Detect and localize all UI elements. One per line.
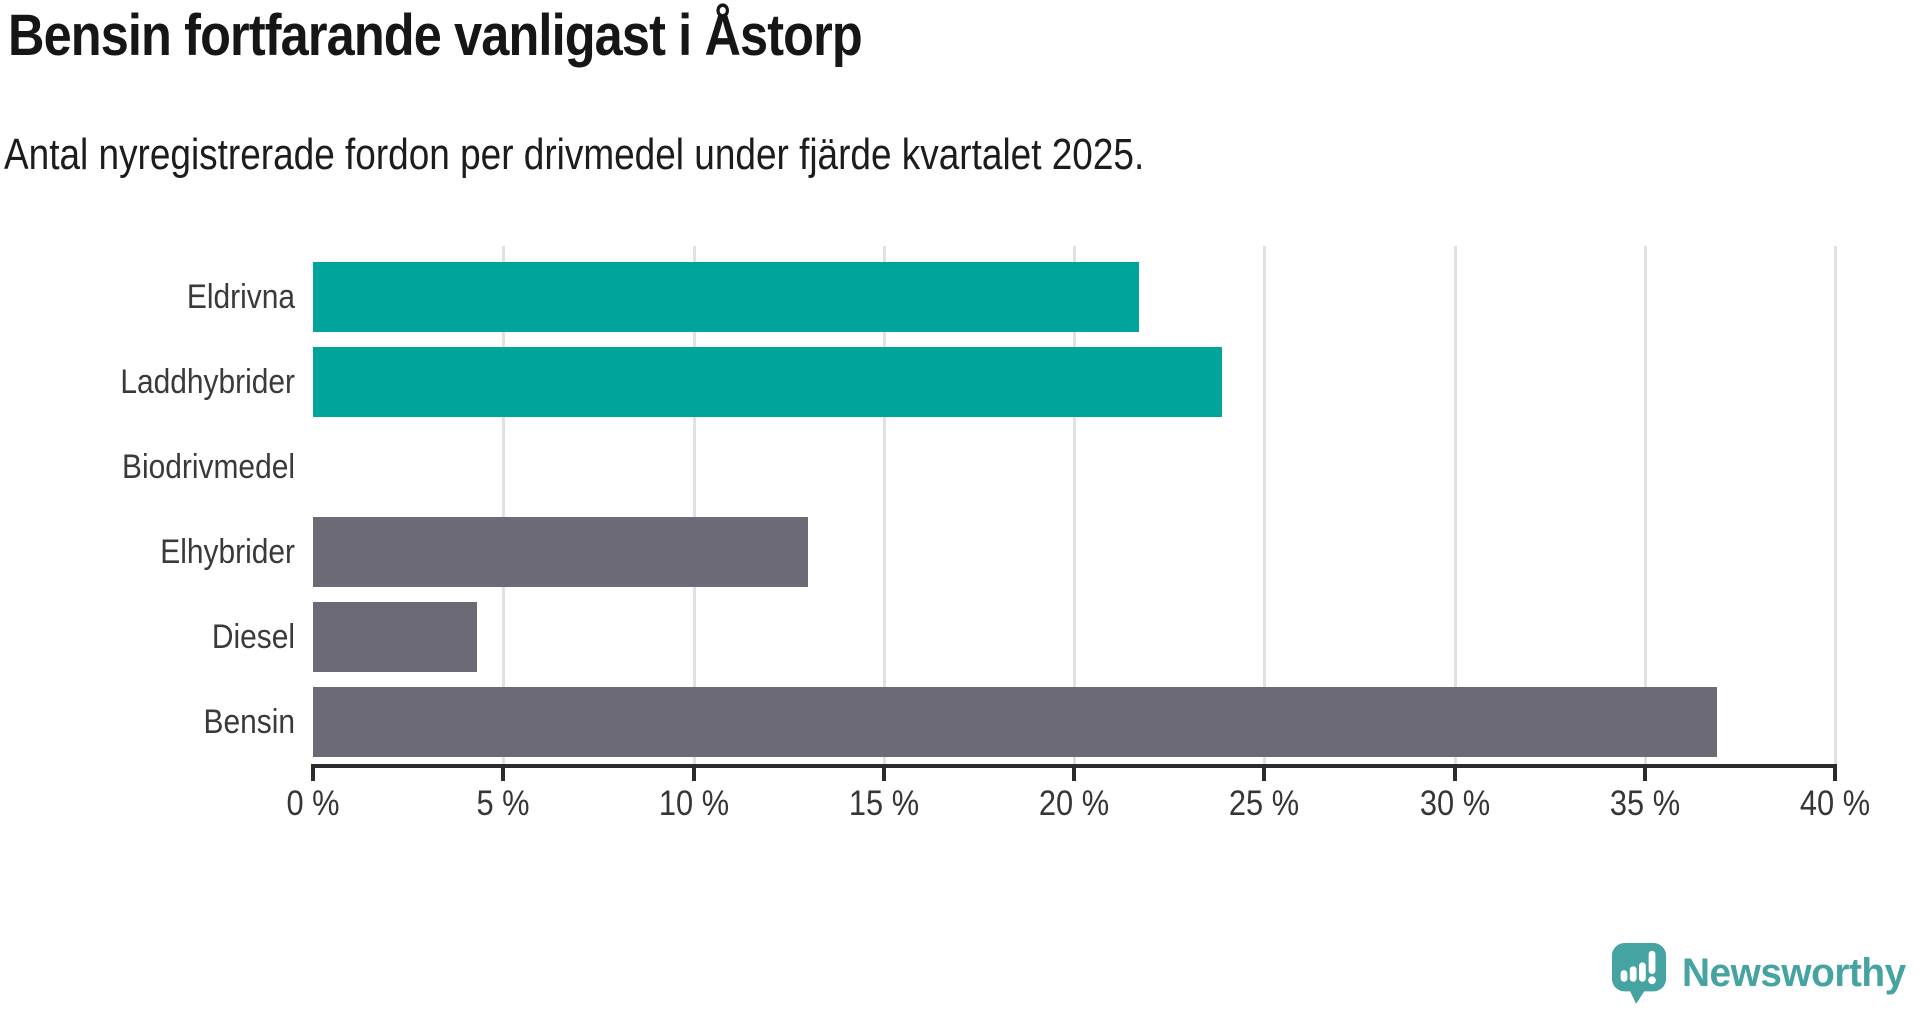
x-axis-tick-15 (881, 764, 886, 781)
gridline-20 (1073, 246, 1076, 764)
category-label-elhybrider: Elhybrider (160, 532, 295, 571)
x-axis-tick-40 (1833, 764, 1837, 781)
x-axis-tick-label-0: 0 % (286, 784, 340, 823)
x-axis-tick-label-5: 5 % (476, 784, 530, 823)
logo-bar-chart-icon (1620, 962, 1646, 982)
bar-bensin (313, 687, 1718, 757)
x-axis-tick-label-40: 40 % (1799, 784, 1871, 823)
x-axis-tick-0 (311, 764, 315, 781)
gridline-15 (882, 246, 886, 764)
newsworthy-logo-icon (1611, 943, 1667, 1004)
x-axis-tick-label-30: 30 % (1419, 784, 1490, 823)
logo-speech-bubble-tail (1628, 987, 1647, 1004)
gridline-35 (1643, 246, 1647, 764)
x-axis-tick-20 (1072, 764, 1076, 781)
x-axis-tick-label-25: 25 % (1229, 784, 1300, 823)
category-label-eldrivna: Eldrivna (186, 277, 295, 316)
category-label-bensin: Bensin (203, 702, 295, 741)
newsworthy-wordmark: Newsworthy (1682, 950, 1906, 995)
x-axis-tick-10 (691, 764, 696, 781)
category-label-diesel: Diesel (211, 617, 295, 656)
x-axis-tick-label-35: 35 % (1609, 784, 1680, 823)
category-label-column: Eldrivna Laddhybrider Biodrivmedel Elhybrid… (0, 246, 295, 764)
gridline-40 (1834, 246, 1837, 764)
x-axis-tick-30 (1452, 764, 1457, 781)
gridline-5 (502, 246, 506, 764)
category-label-biodrivmedel: Biodrivmedel (122, 447, 295, 486)
gridline-30 (1453, 246, 1457, 764)
bar-elhybrider (313, 517, 808, 587)
category-label-laddhybrider: Laddhybrider (120, 362, 295, 401)
logo-exclamation-icon (1648, 950, 1656, 985)
bar-eldrivna (313, 262, 1139, 332)
chart-title: Bensin fortfarande vanligast i Åstorp (8, 3, 863, 68)
gridline-10 (692, 246, 696, 764)
x-axis-tick-5 (501, 764, 506, 781)
plot-area: 0 % 5 % 10 % 15 % 20 % 25 % 30 % 35 % 40 % (286, 246, 1870, 823)
x-axis-tick-35 (1642, 764, 1647, 781)
x-axis-tick-label-20: 20 % (1038, 784, 1110, 823)
x-axis-tick-25 (1262, 764, 1267, 781)
bar-laddhybrider (313, 347, 1223, 417)
chart-subtitle: Antal nyregistrerade fordon per drivmede… (4, 130, 1145, 179)
newsworthy-logo: Newsworthy (1610, 942, 1913, 1004)
bar-diesel (313, 602, 477, 672)
x-axis-tick-label-10: 10 % (658, 784, 729, 823)
gridline-25 (1263, 246, 1267, 764)
x-axis-tick-label-15: 15 % (848, 784, 919, 823)
